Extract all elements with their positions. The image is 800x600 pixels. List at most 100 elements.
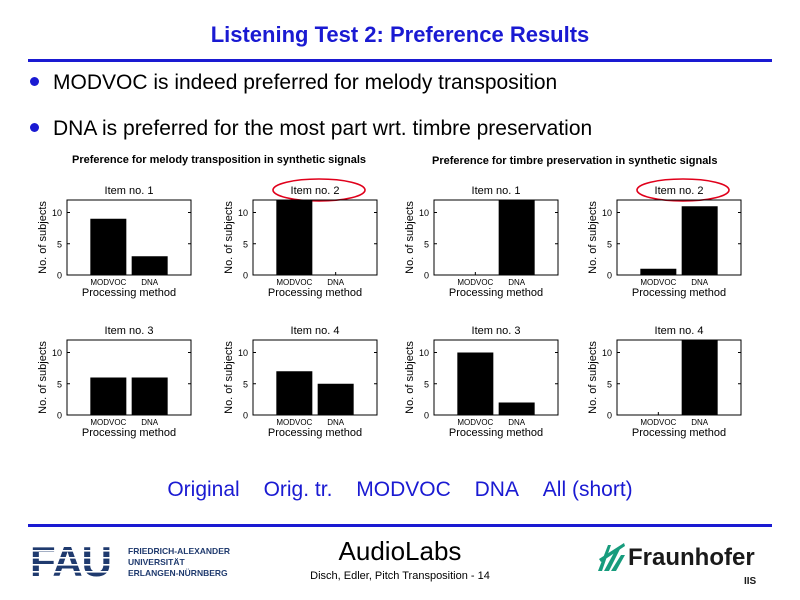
y-tick-label: 5 — [607, 239, 612, 249]
link-all-short[interactable]: All (short) — [542, 478, 633, 501]
bar — [317, 383, 354, 415]
fau-line-2: UNIVERSITÄT — [128, 557, 185, 567]
y-tick-label: 5 — [57, 239, 62, 249]
x-axis-label: Processing method — [82, 427, 176, 439]
link-original[interactable]: Original — [167, 478, 240, 501]
plot-frame — [66, 339, 192, 416]
plot-frame — [433, 339, 559, 416]
group-title-melody: Preference for melody transposition in s… — [72, 154, 367, 166]
y-tick-label: 0 — [607, 411, 612, 421]
plot-frame — [616, 199, 742, 276]
plot-frame — [252, 339, 378, 416]
bar — [90, 218, 127, 275]
bar — [131, 377, 168, 415]
bullet-1: MODVOC is indeed preferred for melody tr… — [30, 71, 557, 95]
x-tick-label: MODVOC — [457, 278, 493, 287]
x-tick-label: DNA — [327, 418, 345, 427]
chart-title: Item no. 1 — [105, 185, 154, 197]
y-tick-label: 10 — [419, 208, 429, 218]
fau-line-3: ERLANGEN-NÜRNBERG — [128, 568, 228, 578]
y-tick-label: 0 — [607, 271, 612, 281]
bar — [498, 200, 535, 275]
fau-logo-text: FAU — [30, 538, 111, 582]
y-tick-label: 10 — [602, 348, 612, 358]
bullet-dot-icon — [30, 76, 39, 86]
plot-frame — [252, 199, 378, 276]
highlight-ellipse — [272, 178, 366, 202]
y-tick-label: 0 — [424, 411, 429, 421]
bullet-dot-icon — [30, 122, 39, 132]
bullet-1-text: MODVOC is indeed preferred for melody tr… — [53, 71, 558, 94]
chart-title: Item no. 1 — [472, 185, 521, 197]
plot-frame — [433, 199, 559, 276]
x-axis-label: Processing method — [632, 287, 726, 299]
y-axis-label: No. of subjects — [223, 341, 235, 414]
top-rule — [28, 59, 772, 62]
bottom-rule — [28, 524, 772, 527]
bar — [681, 340, 718, 415]
y-tick-label: 10 — [238, 348, 248, 358]
fau-line-1: FRIEDRICH-ALEXANDER — [128, 546, 230, 556]
link-orig-tr[interactable]: Orig. tr. — [263, 478, 333, 501]
x-axis-label: Processing method — [268, 287, 362, 299]
iis-label: IIS — [744, 576, 757, 587]
chart-title: Item no. 2 — [655, 185, 704, 197]
y-tick-label: 10 — [602, 208, 612, 218]
x-tick-label: DNA — [508, 278, 526, 287]
x-axis-label: Processing method — [449, 427, 543, 439]
y-tick-label: 5 — [57, 379, 62, 389]
y-axis-label: No. of subjects — [404, 341, 416, 414]
link-modvoc[interactable]: MODVOC — [356, 478, 451, 501]
chart-title: Item no. 2 — [291, 185, 340, 197]
link-dna[interactable]: DNA — [474, 478, 519, 501]
group-title-timbre: Preference for timbre preservation in sy… — [432, 155, 718, 167]
y-tick-label: 5 — [243, 379, 248, 389]
chart-title: Item no. 4 — [291, 325, 340, 337]
x-tick-label: MODVOC — [640, 418, 676, 427]
y-tick-label: 5 — [424, 239, 429, 249]
fraunhofer-mark-icon — [598, 543, 625, 571]
y-tick-label: 5 — [607, 379, 612, 389]
y-tick-label: 10 — [238, 208, 248, 218]
x-axis-label: Processing method — [449, 287, 543, 299]
x-axis-label: Processing method — [82, 287, 176, 299]
bar — [276, 371, 313, 415]
y-tick-label: 0 — [243, 411, 248, 421]
highlight-ellipse — [636, 178, 730, 202]
y-axis-label: No. of subjects — [587, 201, 599, 274]
x-tick-label: MODVOC — [640, 278, 676, 287]
bar — [90, 377, 127, 415]
x-tick-label: DNA — [327, 278, 345, 287]
y-tick-label: 10 — [52, 348, 62, 358]
x-axis-label: Processing method — [632, 427, 726, 439]
x-tick-label: MODVOC — [276, 418, 312, 427]
x-tick-label: MODVOC — [90, 278, 126, 287]
x-axis-label: Processing method — [268, 427, 362, 439]
bar — [640, 268, 677, 275]
y-tick-label: 10 — [52, 208, 62, 218]
y-axis-label: No. of subjects — [37, 201, 49, 274]
bar — [681, 206, 718, 275]
fau-university-name: FRIEDRICH-ALEXANDER UNIVERSITÄT ERLANGEN… — [128, 546, 230, 579]
y-tick-label: 0 — [243, 271, 248, 281]
fau-logo: FAU — [28, 538, 124, 582]
footer-text: Disch, Edler, Pitch Transposition - 14 — [310, 570, 490, 582]
y-tick-label: 5 — [424, 379, 429, 389]
x-tick-label: DNA — [691, 278, 709, 287]
y-tick-label: 0 — [424, 271, 429, 281]
y-tick-label: 0 — [57, 271, 62, 281]
bar — [276, 200, 313, 275]
slide-title: Listening Test 2: Preference Results — [210, 22, 590, 47]
x-tick-label: MODVOC — [276, 278, 312, 287]
x-tick-label: MODVOC — [90, 418, 126, 427]
chart-title: Item no. 3 — [472, 325, 521, 337]
plot-frame — [66, 199, 192, 276]
